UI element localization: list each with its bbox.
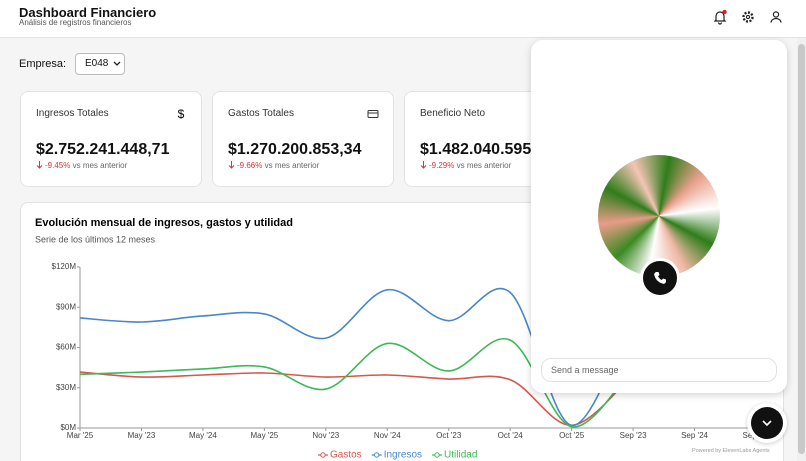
down-arrow [420, 161, 427, 169]
down-arrow [228, 161, 235, 169]
y-tick-label: $30M [56, 383, 76, 392]
legend-marker [373, 452, 380, 458]
series-line [79, 287, 634, 427]
scrollbar-thumb [798, 44, 805, 454]
legend-marker [434, 452, 440, 458]
phone-icon [654, 272, 666, 284]
kpi-value: $2.752.241.448,71 [36, 141, 170, 158]
x-tick-label: Oct '25 [559, 431, 585, 440]
change-note: vs mes anterior [72, 161, 128, 170]
series-line [79, 371, 634, 427]
kpi-card: Gastos Totales $1.270.200.853,34 -9.66% vs… [212, 91, 394, 187]
y-tick-label: $90M [56, 302, 76, 311]
change-value: -9.66% [237, 161, 263, 170]
user-icon[interactable] [768, 9, 784, 25]
y-tick-label: $60M [56, 343, 76, 352]
change-value: -9.45% [45, 161, 71, 170]
legend-label: Ingresos [384, 450, 422, 461]
kpi-change: -9.45% vs mes anterior [36, 161, 127, 170]
kpi-change: -9.29% vs mes anterior [420, 161, 511, 170]
x-tick-label: Sep '23 [620, 431, 647, 440]
x-tick-label: Nov '24 [374, 431, 401, 440]
powered-by: Powered by ElevenLabs Agents [692, 448, 770, 454]
input-placeholder: Send a message [551, 365, 619, 375]
x-tick-label: Oct '23 [436, 431, 462, 440]
kpi-icon: $ [178, 107, 185, 121]
change-note: vs mes anterior [264, 161, 320, 170]
change-value: -9.29% [429, 161, 455, 170]
x-tick-label: Sep '24 [681, 431, 708, 440]
legend-label: Gastos [330, 450, 362, 461]
chevron-down [762, 420, 772, 427]
scrollbar [797, 38, 806, 461]
x-tick-label: Mar '25 [67, 431, 94, 440]
header-title: Dashboard Financiero [19, 5, 157, 20]
message-input[interactable]: Send a message [541, 358, 777, 382]
legend-label: Utilidad [444, 450, 477, 461]
kpi-title: Gastos Totales [228, 108, 294, 119]
down-arrow [36, 161, 43, 169]
x-tick-label: May '24 [189, 431, 217, 440]
header-subtitle: Análisis de registros financieros [19, 18, 132, 27]
x-tick-label: Nov '23 [312, 431, 339, 440]
filter-label: Empresa: [19, 58, 67, 70]
kpi-value: $1.270.200.853,34 [228, 141, 362, 158]
notifications-icon[interactable] [712, 9, 728, 25]
kpi-title: Beneficio Neto [420, 108, 486, 119]
kpi-title: Ingresos Totales [36, 108, 109, 119]
call-button[interactable] [640, 258, 680, 298]
chart-title: Evolución mensual de ingresos, gastos y … [35, 217, 293, 229]
widget-toggle[interactable] [747, 403, 787, 443]
settings-icon[interactable] [740, 9, 756, 25]
select-value: E048 [85, 58, 109, 69]
kpi-icon [367, 110, 379, 118]
agent-avatar [598, 155, 720, 277]
kpi-change: -9.66% vs mes anterior [228, 161, 319, 170]
x-tick-label: May '23 [128, 431, 156, 440]
legend-marker [320, 452, 326, 458]
y-tick-label: $120M [52, 262, 77, 271]
x-tick-label: Oct '24 [498, 431, 524, 440]
agent-widget: Send a message [531, 40, 787, 393]
svg-text:$: $ [178, 107, 185, 121]
x-tick-label: May '25 [250, 431, 278, 440]
series-line [79, 337, 634, 428]
header: Dashboard Financiero Análisis de registr… [0, 0, 806, 38]
toggle-circle [751, 407, 783, 439]
select-chevron [113, 61, 121, 66]
y-tick-label: $0M [60, 423, 76, 432]
chart-subtitle: Serie de los últimos 12 meses [35, 234, 156, 244]
company-select[interactable]: E048 [75, 53, 125, 75]
kpi-card: Ingresos Totales $ $2.752.241.448,71 -9.45%… [20, 91, 202, 187]
change-note: vs mes anterior [456, 161, 512, 170]
kpi-value: $1.482.040.595, [420, 141, 536, 158]
